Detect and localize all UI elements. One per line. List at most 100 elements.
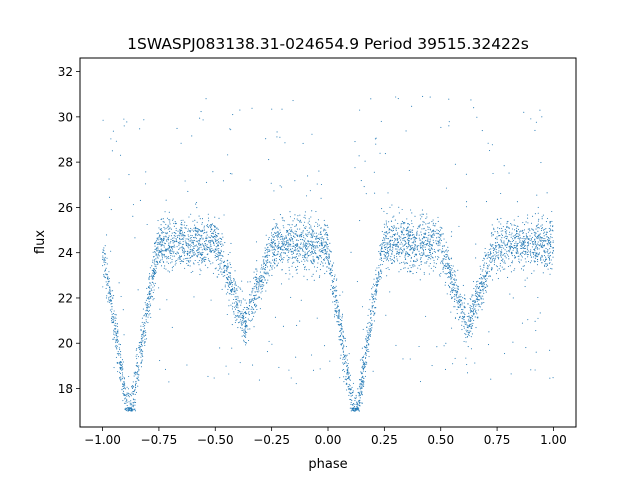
scatter-point [499,270,502,272]
scatter-point [137,379,139,381]
scatter-point [488,271,490,273]
scatter-point [268,255,270,257]
scatter-point [375,292,377,294]
scatter-point [125,400,127,402]
scatter-point [318,250,320,252]
scatter-point [376,290,378,292]
scatter-point [105,277,107,279]
scatter-point [289,211,291,213]
scatter-point [208,240,210,242]
scatter-point [364,363,366,365]
scatter-point [244,313,247,315]
scatter-point [431,245,433,247]
scatter-point [149,275,151,277]
scatter-point [145,321,147,323]
scatter-point [454,274,456,276]
scatter-point [341,326,343,328]
scatter-point [336,321,338,323]
scatter-point [425,223,427,225]
scatter-point [533,244,535,246]
scatter-point [102,249,104,251]
scatter-point [204,247,206,249]
scatter-point [340,354,342,356]
scatter-point [241,317,244,319]
scatter-point [281,269,283,271]
scatter-point [479,292,481,294]
scatter-point [360,383,362,385]
scatter-point [520,252,522,254]
scatter-point [203,227,205,229]
scatter-point [544,265,546,267]
scatter-point [310,227,312,229]
scatter-point [173,225,175,227]
scatter-point [357,388,359,390]
scatter-point [235,304,238,306]
scatter-point [303,258,305,261]
scatter-point [343,354,345,356]
scatter-point [358,155,360,157]
scatter-point [318,170,320,172]
scatter-point [412,241,414,243]
scatter-point [482,298,484,300]
scatter-point [133,401,135,403]
scatter-point [224,275,226,277]
scatter-point [421,213,423,215]
scatter-point [413,256,415,258]
scatter-point [210,240,212,242]
scatter-point [295,233,297,235]
scatter-point [373,278,375,280]
scatter-point [449,282,451,284]
scatter-point [472,311,474,313]
scatter-point [199,273,201,276]
scatter-point [407,252,409,254]
scatter-point [457,301,459,303]
scatter-point [420,257,422,259]
scatter-point [497,258,500,260]
scatter-point [146,307,149,309]
scatter-point [173,222,175,225]
scatter-point [552,256,554,258]
scatter-point [217,243,219,245]
scatter-point [316,255,318,257]
scatter-point [487,272,489,274]
scatter-point [156,263,158,265]
scatter-point [193,230,195,232]
scatter-point [121,363,123,365]
scatter-point [462,315,464,317]
scatter-point [295,266,297,269]
scatter-point [154,273,157,275]
scatter-point [244,311,246,313]
scatter-point [462,312,464,314]
scatter-point [210,224,212,227]
scatter-point [550,259,552,261]
scatter-point [388,232,390,234]
scatter-point [410,267,412,269]
scatter-point [182,249,184,252]
scatter-point [330,251,332,253]
scatter-point [192,241,194,243]
scatter-point [467,333,469,336]
scatter-point [185,244,188,246]
scatter-point [316,223,319,225]
scatter-point [227,291,229,293]
scatter-point [515,241,517,243]
scatter-point [216,242,218,244]
scatter-point [161,259,163,261]
scatter-point [238,315,240,317]
scatter-point [107,278,109,280]
scatter-point [540,245,542,247]
scatter-point [438,240,440,242]
scatter-point [123,381,126,383]
scatter-point [550,229,552,231]
scatter-point [299,246,301,248]
scatter-point [180,255,183,257]
scatter-point [535,330,537,332]
scatter-point [408,224,410,226]
scatter-point [323,219,325,221]
scatter-point [185,238,187,240]
scatter-point [423,235,425,238]
scatter-point [168,235,170,237]
scatter-point [314,245,316,247]
scatter-point [260,292,262,294]
scatter-point [150,305,152,307]
